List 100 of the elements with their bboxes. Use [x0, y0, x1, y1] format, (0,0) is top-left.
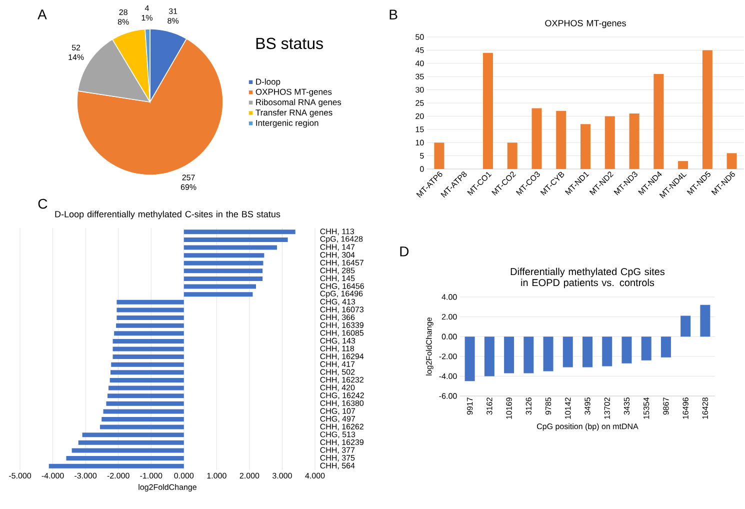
bar	[726, 153, 737, 169]
y-tick-label: 40	[415, 60, 424, 66]
x-tick-label: 3435	[624, 398, 630, 415]
text: BS status	[256, 38, 323, 50]
bar	[110, 378, 184, 382]
x-tick-label: 2.000	[240, 472, 260, 479]
y-tick-label: CHG, 513	[320, 432, 356, 438]
y-tick-label: CHH, 16085	[320, 330, 364, 337]
y-tick-label: 10	[416, 140, 424, 146]
bar	[604, 116, 615, 169]
x-tick-label: -1.000	[140, 472, 162, 479]
bar	[116, 308, 184, 312]
y-tick-label: 15	[416, 126, 424, 132]
data-label: 4 1%	[142, 5, 152, 21]
bar	[622, 336, 632, 364]
bar	[108, 386, 184, 390]
bar	[184, 276, 263, 281]
bar	[464, 336, 475, 382]
y-tick-label: 25	[416, 100, 424, 106]
data-label: 28 8%	[118, 9, 129, 25]
x-tick-label: -2.000	[107, 472, 130, 479]
y-tick-label: CHG, 497	[320, 416, 356, 423]
x-tick-label: 9917	[466, 398, 473, 415]
y-tick-label: CHG, 16456	[320, 283, 364, 290]
bar	[602, 336, 612, 366]
x-tick-label: 3495	[584, 398, 590, 415]
y-tick-label: CHH, 16457	[320, 260, 364, 266]
bar	[112, 354, 184, 360]
y-tick-label: 2.00	[442, 314, 457, 320]
x-tick-label: 10169	[506, 398, 512, 419]
bar	[100, 424, 184, 430]
bar	[184, 230, 296, 234]
y-tick-label: CpG, 16428	[320, 236, 363, 244]
bar	[114, 331, 184, 336]
bar	[116, 316, 184, 320]
x-tick-label: 3.000	[272, 472, 292, 479]
legend-label: Transfer RNA genes	[256, 109, 332, 118]
y-tick-label: CHG, 107	[320, 408, 356, 415]
y-tick-label: CHH, 285	[320, 268, 355, 274]
bar	[82, 432, 184, 438]
bar	[700, 304, 710, 337]
x-tick-label: -4.000	[42, 472, 64, 479]
bar	[184, 268, 263, 274]
bar	[112, 338, 184, 344]
bar	[532, 108, 542, 169]
bar	[72, 448, 184, 453]
y-tick-label: 35	[416, 74, 424, 80]
bar	[110, 370, 184, 375]
y-axis-title: log2FoldChange	[426, 318, 434, 376]
legend-label: Ribosomal RNA genes	[256, 98, 342, 107]
y-tick-label: CHH, 564	[320, 462, 355, 470]
bar	[184, 260, 264, 266]
y-tick-label: CHH, 145	[320, 275, 355, 282]
y-tick-label: CHH, 304	[320, 252, 355, 259]
bar	[112, 346, 184, 352]
bar	[116, 323, 184, 328]
x-tick-label: 3162	[486, 398, 492, 415]
y-tick-label: CHH, 16262	[320, 424, 364, 430]
y-tick-label: CHH, 16239	[320, 439, 364, 446]
x-tick-label: -5.000	[9, 472, 32, 479]
y-tick-label: CHH, 113	[320, 228, 354, 236]
y-tick-label: 5	[420, 153, 424, 159]
bar	[504, 336, 514, 374]
y-tick-label: CHH, 16339	[320, 322, 364, 329]
x-tick-label: 9785	[545, 398, 552, 415]
bar	[678, 161, 688, 169]
bar	[507, 142, 518, 169]
y-tick-label: CHH, 377	[320, 447, 355, 454]
text: D	[400, 246, 409, 256]
y-tick-label: CHH, 502	[320, 369, 355, 376]
chart-title: OXPHOS MT-genes	[545, 20, 626, 28]
x-tick-label: -3.000	[74, 472, 97, 479]
y-tick-label: CHG, 413	[320, 298, 356, 306]
data-label: 52 14%	[68, 44, 84, 60]
y-tick-label: CHH, 16380	[320, 400, 364, 407]
legend-label: Intergenic region	[256, 120, 318, 128]
legend-label: OXPHOS MT-genes	[256, 88, 332, 97]
bar	[654, 74, 664, 169]
y-tick-label: -4.00	[439, 373, 457, 380]
data-label: 31 8%	[168, 8, 179, 24]
y-tick-label: CHH, 147	[320, 244, 355, 251]
bar	[702, 50, 712, 169]
bar	[108, 394, 184, 398]
bar	[184, 237, 288, 242]
x-tick-label: 9867	[663, 398, 669, 415]
y-tick-label: CHH, 16232	[320, 376, 364, 384]
y-tick-label: CHH, 420	[320, 384, 355, 392]
y-tick-label: 45	[415, 47, 424, 53]
bar	[102, 417, 184, 422]
bar	[641, 336, 652, 360]
bar	[111, 362, 184, 367]
y-tick-label: CHG, 143	[320, 338, 356, 344]
chart-title: Differentially methylated CpG sites in EOPD patients vs. controls	[510, 268, 665, 288]
y-tick-label: CHH, 366	[320, 314, 355, 322]
bar	[482, 52, 493, 169]
y-tick-label: CpG, 16496	[320, 290, 363, 298]
text: C	[38, 198, 48, 209]
bar	[106, 401, 184, 406]
y-tick-label: 4.00	[442, 294, 457, 300]
bar	[680, 316, 691, 337]
